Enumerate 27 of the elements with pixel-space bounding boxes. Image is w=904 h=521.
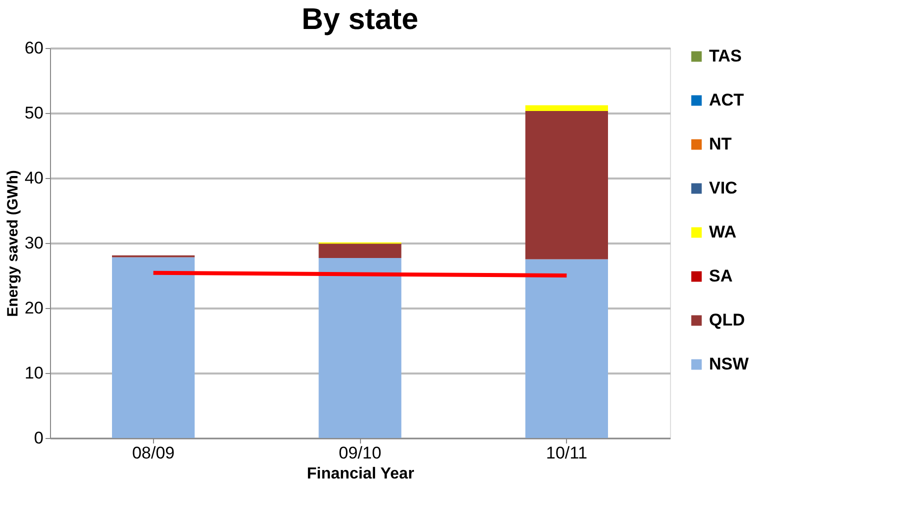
legend-label: WA — [709, 222, 736, 242]
legend-label: NSW — [709, 354, 750, 374]
bar — [525, 111, 608, 260]
legend-label: SA — [709, 266, 733, 286]
x-tick-label: 08/09 — [132, 444, 175, 462]
legend-label: VIC — [709, 178, 738, 198]
y-tick-label: 30 — [24, 234, 44, 252]
bar — [318, 258, 402, 438]
y-tick-label: 40 — [24, 168, 44, 188]
legend-label: NT — [709, 134, 732, 154]
bar — [112, 257, 195, 438]
y-tick-label: 0 — [34, 428, 44, 448]
x-axis-title: Financial Year — [306, 466, 414, 482]
x-tick-label: 09/10 — [338, 444, 382, 462]
y-tick-label: 50 — [24, 104, 44, 122]
y-tick-label: 60 — [24, 38, 44, 58]
chart-title: By state — [302, 3, 418, 36]
y-tick-label: 20 — [24, 298, 44, 318]
bar — [318, 244, 402, 258]
legend-label: QLD — [709, 310, 745, 330]
legend-label: ACT — [709, 90, 745, 110]
x-tick-label: 10/11 — [546, 444, 588, 462]
bar — [525, 259, 608, 438]
bar — [525, 105, 608, 112]
y-tick-label: 10 — [24, 364, 44, 382]
y-axis-title: Energy saved (GWh) — [4, 170, 22, 317]
legend-label: TAS — [709, 46, 742, 66]
